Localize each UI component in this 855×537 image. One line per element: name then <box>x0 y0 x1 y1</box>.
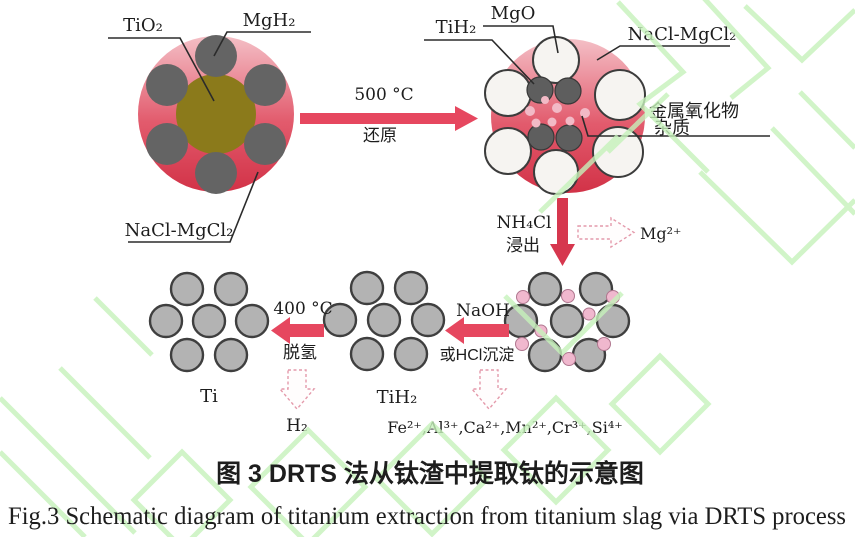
stage3-cluster <box>503 271 631 373</box>
leader-line-impurity <box>581 115 770 137</box>
label-ti-cluster: Ti <box>200 386 218 407</box>
label-precipitation-name: 或HCl沉淀 <box>440 346 515 364</box>
label-nacl-mgcl2-left: NaCl-MgCl₂ <box>125 220 234 241</box>
stage1-pellet <box>138 35 294 194</box>
stage1-leader-lines <box>108 31 311 243</box>
impurity-dots <box>525 96 590 128</box>
label-ion-byproducts: Fe²⁺,Al³⁺,Ca²⁺,Mn²⁺,Cr³⁺,Si⁴⁺ <box>387 418 622 437</box>
leader-line-nacl-mgcl2-right <box>596 45 730 61</box>
leader-line-tio2 <box>108 37 215 102</box>
leader-line-nacl-mgcl2-left <box>128 171 259 243</box>
label-leaching-name: 浸出 <box>506 236 540 255</box>
dehydrogenation-arrow-left <box>271 317 324 344</box>
label-tio2: TiO₂ <box>123 15 163 36</box>
leader-line-mgh2 <box>213 31 311 57</box>
label-leaching-reagent: NH₄Cl <box>497 213 552 233</box>
ion-byproduct-arrow <box>470 369 508 411</box>
label-h2-byproduct: H₂ <box>286 416 308 436</box>
label-dehydrogenation-temp: 400 °C <box>273 299 332 319</box>
label-precipitation-reagent: NaOH <box>456 301 510 321</box>
stage2-pellet <box>484 36 646 195</box>
stage5-cluster <box>148 271 270 373</box>
label-mg-byproduct: Mg²⁺ <box>640 224 681 243</box>
label-mgo: MgO <box>491 3 536 24</box>
mg-byproduct-arrow <box>577 216 636 249</box>
stage4-cluster <box>322 270 446 372</box>
label-impurity-line2: 杂质 <box>654 118 690 138</box>
stage2-leader-lines <box>424 25 770 137</box>
reduction-arrow-right <box>300 106 478 131</box>
tio2-core-circle <box>176 74 256 154</box>
mgo-particles <box>484 36 646 195</box>
label-reduction-name: 还原 <box>363 126 397 145</box>
label-reduction-temp: 500 °C <box>354 85 413 105</box>
caption-english: Fig.3 Schematic diagram of titanium extr… <box>8 503 846 530</box>
leader-line-mgo <box>483 25 559 54</box>
label-tih2-cluster: TiH₂ <box>377 387 418 408</box>
precipitation-arrow-left <box>445 317 509 344</box>
label-impurity-line1: 金属氧化物 <box>649 101 739 121</box>
label-dehydrogenation-name: 脱氢 <box>283 343 317 362</box>
h2-byproduct-arrow <box>278 369 316 411</box>
mgh2-particles <box>146 35 286 194</box>
caption-chinese: 图 3 DRTS 法从钛渣中提取钛的示意图 <box>216 459 644 488</box>
tih2-particles <box>526 76 583 152</box>
label-tih2-stage2: TiH₂ <box>436 17 477 38</box>
leaching-arrow-down <box>550 198 575 266</box>
label-mgh2: MgH₂ <box>243 10 296 31</box>
leader-line-tih2 <box>424 39 535 85</box>
